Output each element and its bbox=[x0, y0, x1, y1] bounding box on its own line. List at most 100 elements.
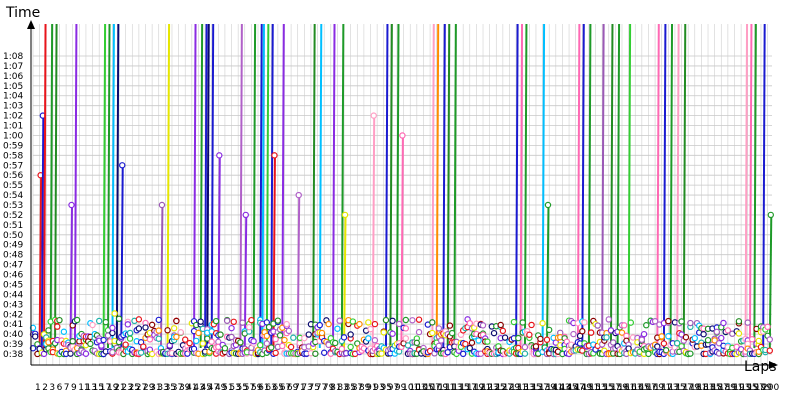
data-point bbox=[466, 344, 473, 352]
x-tick-label: 187 bbox=[712, 383, 729, 393]
x-tick-label: 105 bbox=[416, 383, 433, 393]
data-point bbox=[665, 317, 672, 325]
data-point bbox=[287, 343, 295, 351]
data-point bbox=[371, 337, 379, 344]
data-point bbox=[301, 334, 308, 342]
data-point bbox=[468, 339, 476, 346]
series-line bbox=[102, 23, 107, 349]
data-point bbox=[69, 337, 76, 345]
data-point bbox=[290, 334, 297, 341]
x-tick-label: 41 bbox=[186, 383, 197, 393]
data-point bbox=[67, 350, 74, 357]
x-tick-label: 13 bbox=[85, 383, 96, 393]
series-line bbox=[435, 23, 440, 349]
series-line bbox=[252, 23, 257, 349]
data-point bbox=[521, 343, 529, 351]
x-tick-label: 39 bbox=[179, 383, 191, 393]
series-line bbox=[753, 23, 757, 349]
x-tick-label: 17 bbox=[100, 383, 111, 393]
y-tick-label: 0:52 bbox=[3, 211, 23, 221]
y-tick-label: 0:53 bbox=[3, 201, 23, 211]
data-point bbox=[164, 327, 171, 334]
series-line bbox=[107, 23, 111, 349]
series-line bbox=[272, 155, 276, 349]
x-tick-label: 109 bbox=[431, 383, 448, 393]
x-tick-label: 15 bbox=[93, 383, 104, 393]
x-tick-label: 159 bbox=[611, 383, 628, 393]
data-point bbox=[415, 328, 423, 336]
series-line bbox=[662, 23, 667, 349]
x-tick-label: 83 bbox=[337, 383, 348, 393]
data-point bbox=[217, 331, 224, 338]
x-tick-label: 7 bbox=[64, 383, 70, 393]
data-point bbox=[673, 340, 681, 347]
series-line bbox=[616, 23, 621, 349]
y-tick-label: 0:38 bbox=[3, 350, 23, 360]
x-tick-label: 43 bbox=[193, 383, 204, 393]
data-point bbox=[349, 318, 357, 325]
data-point bbox=[195, 329, 202, 337]
series-line bbox=[581, 23, 585, 349]
data-point bbox=[197, 318, 204, 325]
data-point bbox=[100, 336, 107, 344]
data-point bbox=[389, 330, 396, 337]
y-tick-label: 1:03 bbox=[3, 102, 23, 112]
data-point bbox=[111, 310, 118, 317]
data-point bbox=[643, 322, 650, 329]
data-point bbox=[56, 316, 63, 324]
data-point bbox=[237, 339, 244, 346]
x-tick-label: 143 bbox=[553, 383, 570, 393]
data-point bbox=[711, 337, 718, 344]
data-point bbox=[724, 327, 732, 334]
series-line bbox=[166, 23, 171, 349]
data-point bbox=[621, 322, 628, 329]
data-point bbox=[340, 334, 348, 341]
data-point bbox=[146, 336, 154, 343]
data-point bbox=[435, 342, 443, 350]
data-point bbox=[135, 325, 143, 332]
y-tick-label: 0:44 bbox=[3, 290, 23, 300]
series-line bbox=[453, 23, 457, 349]
x-tick-label: 73 bbox=[301, 383, 312, 393]
data-point bbox=[521, 350, 529, 357]
data-point bbox=[177, 329, 184, 336]
y-tick-label: 0:41 bbox=[3, 320, 23, 330]
x-tick-label: 75 bbox=[309, 383, 320, 393]
series-line bbox=[669, 23, 674, 349]
x-tick-label: 157 bbox=[604, 383, 621, 393]
data-point bbox=[437, 337, 445, 344]
data-point bbox=[223, 317, 231, 324]
data-point bbox=[755, 337, 762, 345]
x-axis-title: Laps bbox=[744, 359, 777, 375]
x-tick-label: 59 bbox=[251, 383, 263, 393]
data-point bbox=[268, 344, 275, 351]
x-tick-label: 103 bbox=[409, 383, 426, 393]
data-point bbox=[640, 330, 648, 338]
data-point bbox=[347, 331, 354, 338]
data-point bbox=[662, 347, 670, 354]
data-point bbox=[316, 321, 323, 329]
data-point bbox=[713, 328, 721, 336]
data-point bbox=[479, 322, 487, 329]
data-point bbox=[448, 329, 456, 337]
data-point bbox=[170, 325, 178, 332]
series-line bbox=[115, 23, 120, 349]
data-point bbox=[248, 316, 255, 324]
axes bbox=[27, 20, 778, 369]
x-tick-label: 87 bbox=[352, 383, 363, 393]
data-point bbox=[186, 339, 193, 347]
x-tick-label: 127 bbox=[496, 383, 513, 393]
x-tick-label: 33 bbox=[157, 383, 168, 393]
data-point bbox=[499, 327, 507, 335]
data-point bbox=[444, 349, 451, 356]
x-tick-label: 119 bbox=[467, 383, 484, 393]
data-point bbox=[119, 162, 126, 169]
x-tick-label: 185 bbox=[704, 383, 721, 393]
data-point bbox=[216, 152, 223, 159]
data-point bbox=[82, 350, 90, 357]
series-line bbox=[515, 23, 519, 349]
y-tick-label: 0:40 bbox=[3, 330, 23, 340]
data-point bbox=[532, 343, 540, 350]
y-tick-label: 0:56 bbox=[3, 171, 23, 181]
